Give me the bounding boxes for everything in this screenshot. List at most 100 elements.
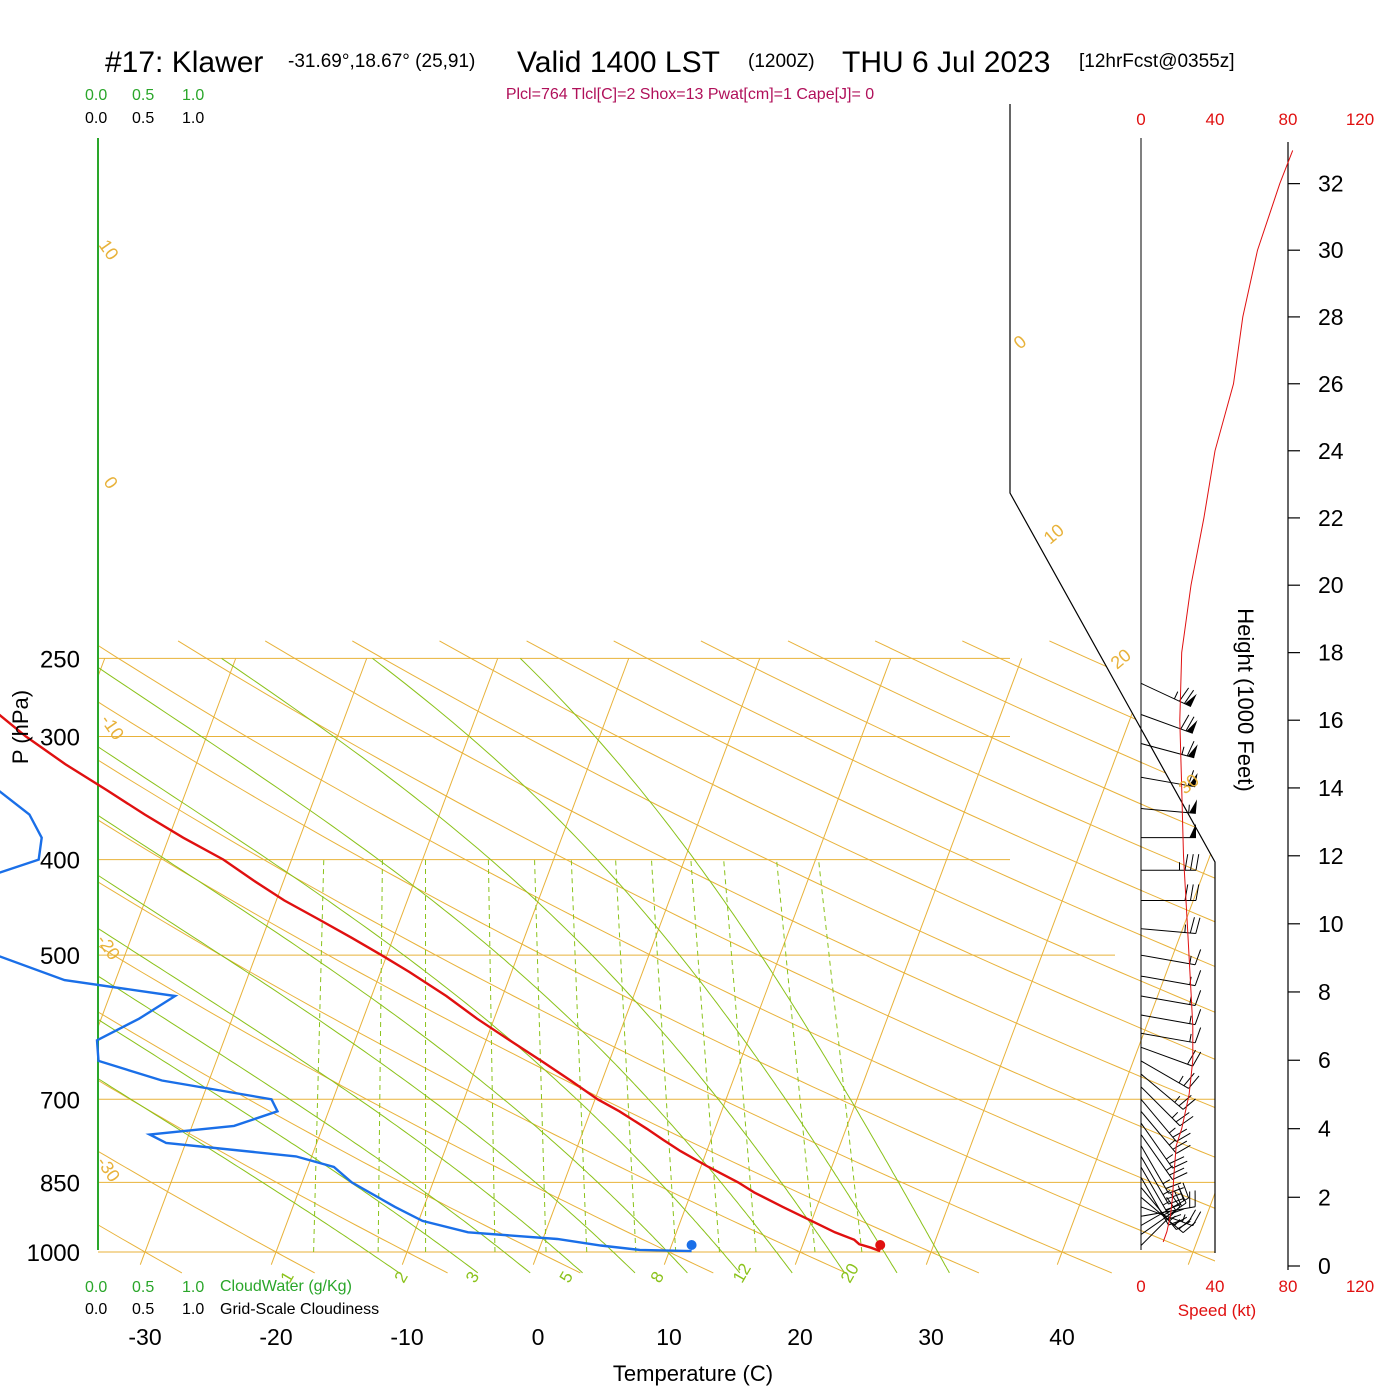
wind-barb-feather <box>1187 770 1195 786</box>
wind-barb-feather <box>1183 689 1195 704</box>
pressure-tick-label: 850 <box>40 1170 80 1197</box>
wind-speed-panel: 0246810121416182022242628303200404080801… <box>1136 110 1374 1296</box>
wind-barb-feather <box>1172 1172 1188 1180</box>
wind-barb-flag <box>1187 744 1198 758</box>
wind-barb-feather <box>1192 1051 1202 1067</box>
isotherm-label: 20 <box>1107 645 1135 673</box>
speed-tick-label-top: 80 <box>1279 110 1298 129</box>
wind-barb-feather <box>1194 990 1202 1006</box>
wind-barb-feather <box>1168 1218 1184 1226</box>
dry-adiabat-line <box>1311 641 1400 1273</box>
x-tick-label: 30 <box>918 1324 944 1350</box>
speed-axis-title: Speed (kt) <box>1178 1301 1256 1320</box>
wind-barb-shaft <box>1140 995 1196 1007</box>
wind-barb-feather <box>1184 854 1189 871</box>
wind-barb-feather <box>1178 1095 1192 1107</box>
wind-barb-shaft <box>1140 1206 1193 1227</box>
height-tick-label: 16 <box>1318 707 1344 733</box>
wind-barb-shaft <box>1140 682 1192 708</box>
wind-barb-feather <box>1195 884 1200 901</box>
wind-barb-feather <box>1182 1098 1196 1110</box>
wind-barb-shaft <box>1140 808 1196 814</box>
wind-barb <box>1140 1073 1196 1110</box>
utc-time: (1200Z) <box>748 51 815 72</box>
wind-barb-shaft <box>1140 975 1196 987</box>
wind-barb-feather <box>1168 1197 1184 1205</box>
pressure-tick-label: 250 <box>40 646 80 673</box>
wind-barb-feather <box>1195 917 1201 934</box>
cloud-legend-bottom: 0.0 0.5 1.0 CloudWater (g/Kg) 0.0 0.5 1.… <box>85 1278 379 1318</box>
isotherm-line <box>270 658 499 1265</box>
sounding-indices: Plcl=764 Tlcl[C]=2 Shox=13 Pwat[cm]=1 Ca… <box>506 86 874 103</box>
wind-barb <box>1140 1027 1202 1044</box>
wind-barb-feather <box>1165 1214 1182 1221</box>
wind-barb <box>1141 884 1200 901</box>
wind-barb-half-feather <box>1165 1154 1174 1160</box>
cloudwater-tick-top: 0.0 <box>85 87 107 104</box>
wind-barb-half-feather <box>1181 1214 1186 1223</box>
pressure-tick-label: 400 <box>40 848 80 875</box>
wind-barb-shaft <box>1140 1046 1193 1067</box>
mixing-ratio-line <box>615 859 637 1253</box>
isotherm-label: -10 <box>97 711 128 744</box>
dry-adiabat-line <box>264 640 1215 1274</box>
surface-dewpoint-point <box>686 1240 697 1250</box>
wind-barb-feather <box>1176 1144 1191 1154</box>
wind-barb-shaft <box>1140 1060 1189 1089</box>
cloudiness-label: Grid-Scale Cloudiness <box>220 1301 379 1318</box>
dry-adiabat-line <box>98 640 847 1274</box>
dry-adiabat-line <box>439 640 1215 1274</box>
sounding-profiles <box>0 713 886 1253</box>
wind-barb <box>1140 1177 1184 1226</box>
wind-barb-shaft <box>1140 1166 1169 1215</box>
mixing-ratio-line <box>570 859 588 1253</box>
isotherm-label: 0 <box>1010 331 1031 353</box>
moist-adiabat-line <box>98 657 793 1274</box>
wind-barb-feather <box>1172 1140 1188 1150</box>
height-tick-label: 6 <box>1318 1047 1331 1073</box>
valid-time: Valid 1400 LST <box>517 46 720 79</box>
dry-adiabat-line <box>352 640 1215 1274</box>
isotherm-label: 0 <box>100 473 122 493</box>
isotherm-line <box>1187 658 1215 1265</box>
height-tick-label: 28 <box>1318 304 1344 330</box>
height-tick-label: 20 <box>1318 572 1344 598</box>
cloudwater-tick-top: 1.0 <box>182 87 204 104</box>
wind-barb-feather <box>1183 1072 1195 1086</box>
wind-barb <box>1140 1046 1202 1067</box>
wind-barb-feather <box>1182 1182 1190 1199</box>
wind-barb-flag <box>1189 823 1196 838</box>
cloudiness-tick-top: 0.5 <box>132 110 154 127</box>
cloudiness-tick-top: 0.0 <box>85 110 107 127</box>
wind-barb-half-feather <box>1162 1179 1171 1185</box>
wind-barb-half-feather <box>1189 1015 1192 1024</box>
height-tick-label: 18 <box>1318 640 1344 666</box>
wind-barb-feather <box>1190 854 1194 871</box>
forecast-date: THU 6 Jul 2023 <box>842 46 1050 79</box>
dry-adiabat-line <box>700 640 1215 1274</box>
wind-barb-half-feather <box>1171 1111 1179 1119</box>
mixing-ratio-line <box>487 859 496 1253</box>
wind-barb-feather <box>1165 1193 1182 1200</box>
station-title: #17: Klawer <box>105 46 263 79</box>
dry-adiabat-line <box>613 640 1215 1274</box>
wind-barb-shaft <box>1140 1086 1181 1127</box>
wind-barb-flag <box>1189 799 1198 814</box>
dry-adiabat-line <box>98 640 448 1274</box>
moist-adiabat-line <box>98 658 479 1274</box>
wind-barb-feather <box>1179 1115 1194 1127</box>
dewpoint-profile-line <box>0 790 692 1253</box>
wind-barb <box>1140 1086 1194 1127</box>
wind-barb <box>1140 917 1201 934</box>
wind-barb-feather <box>1185 716 1195 732</box>
wind-barb-shaft <box>1140 1014 1196 1026</box>
wind-barb-half-feather <box>1181 746 1185 755</box>
wind-barb-feather <box>1177 1185 1185 1201</box>
plot-boundary <box>1009 104 1216 1253</box>
dry-adiabat-line <box>98 640 315 1274</box>
wind-barb <box>1140 799 1198 814</box>
station-coords: -31.69°,18.67° (25,91) <box>288 51 475 72</box>
wind-barb <box>1140 1156 1184 1205</box>
dry-adiabat-line <box>98 640 714 1274</box>
wind-barb-flag <box>1186 720 1198 734</box>
